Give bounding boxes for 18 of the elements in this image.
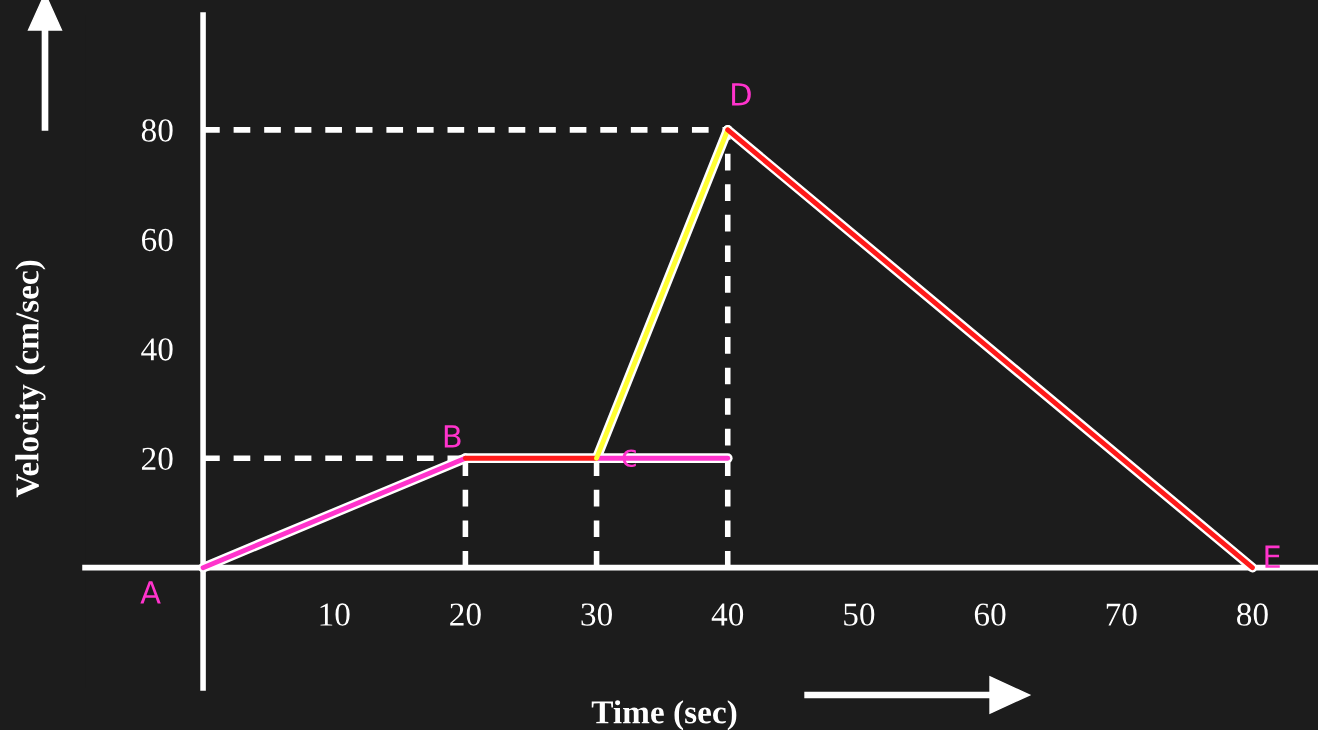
y-tick-label: 60 (142, 228, 173, 252)
x-tick-label: 40 (711, 603, 744, 626)
y-tick-label: 80 (141, 119, 173, 142)
y-tick-label: 40 (141, 338, 173, 361)
annotation: E (1265, 545, 1280, 568)
annotation: A (140, 581, 161, 604)
x-tick-label: 20 (450, 603, 481, 626)
annotation: D (732, 83, 751, 106)
x-axis-title: Time (sec) (591, 700, 737, 730)
x-tick-label: 30 (581, 603, 612, 626)
annotation: B (444, 425, 461, 448)
y-tick-label: 20 (142, 447, 173, 471)
x-tick-label: 50 (844, 603, 875, 626)
x-tick-label: 10 (320, 603, 350, 626)
x-tick-label: 80 (1237, 603, 1268, 626)
x-tick-label: 60 (974, 603, 1006, 626)
y-axis-title: Velocity (cm/sec) (15, 260, 46, 498)
x-tick-label: 70 (1106, 603, 1137, 626)
